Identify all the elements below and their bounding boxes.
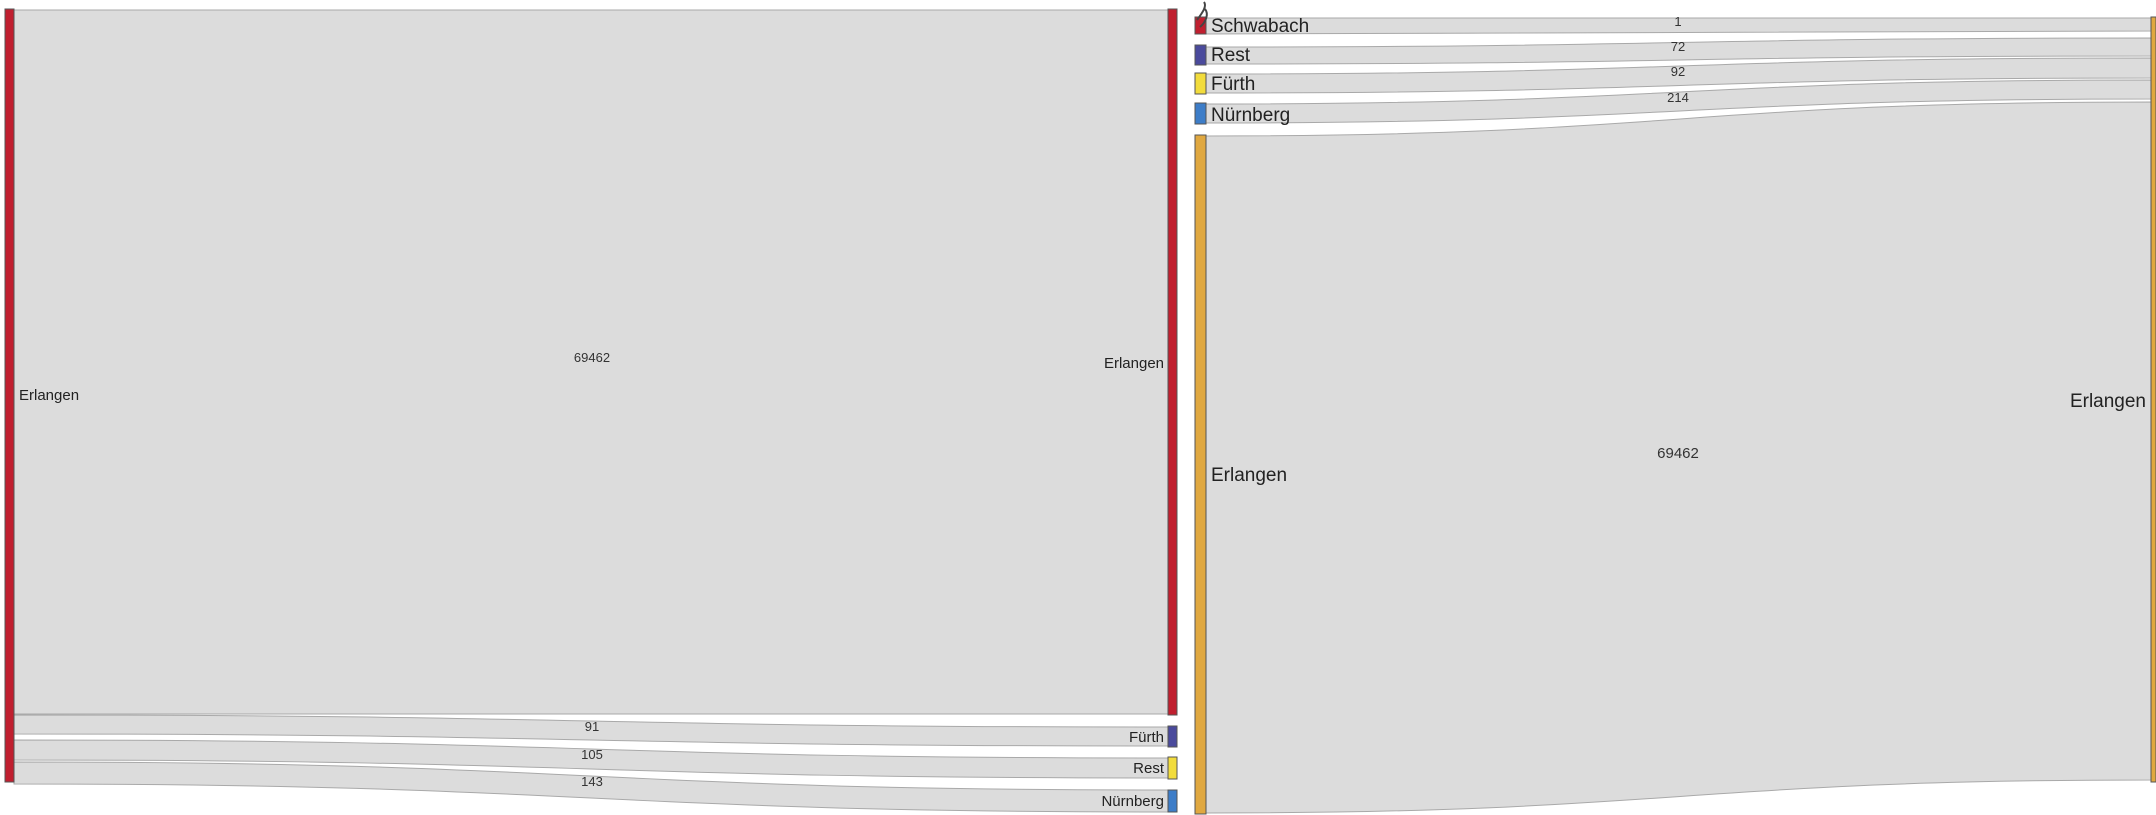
label-erlangen-source-right: Erlangen <box>1211 465 1287 486</box>
value-rest-erlangen: 72 <box>1671 39 1685 54</box>
label-rest-right: Rest <box>1211 45 1251 66</box>
label-rest-left: Rest <box>1133 760 1165 777</box>
value-erlangen-erlangen-right: 69462 <box>1657 445 1699 462</box>
label-nuernberg-right: Nürnberg <box>1211 105 1290 126</box>
node-nuernberg-left[interactable] <box>1167 789 1178 813</box>
label-schwabach-right: Schwabach <box>1211 16 1309 37</box>
value-fuerth-erlangen: 92 <box>1671 64 1685 79</box>
label-nuernberg-left: Nürnberg <box>1101 793 1164 810</box>
value-erlangen-erlangen-left: 69462 <box>574 350 610 365</box>
node-nuernberg-right[interactable] <box>1194 102 1207 125</box>
node-erlangen-target-left[interactable] <box>1167 8 1178 716</box>
node-erlangen-target-right[interactable] <box>2150 16 2156 783</box>
value-schwabach-erlangen: 1 <box>1674 14 1681 29</box>
value-erlangen-nuernberg-left: 143 <box>581 774 603 789</box>
node-fuerth-right[interactable] <box>1194 72 1207 95</box>
node-erlangen-source-left[interactable] <box>4 8 15 783</box>
node-rest-left[interactable] <box>1167 756 1178 780</box>
label-erlangen-source-left: Erlangen <box>19 387 79 404</box>
value-erlangen-fuerth-left: 91 <box>585 719 599 734</box>
label-fuerth-left: Fürth <box>1129 729 1164 746</box>
node-rest-right[interactable] <box>1194 44 1207 66</box>
node-erlangen-source-right[interactable] <box>1194 134 1207 815</box>
value-nuernberg-erlangen: 214 <box>1667 90 1689 105</box>
self-loop-icon <box>1196 1 1208 28</box>
label-erlangen-target-right: Erlangen <box>2070 391 2146 412</box>
node-fuerth-left[interactable] <box>1167 725 1178 748</box>
value-erlangen-rest-left: 105 <box>581 747 603 762</box>
label-erlangen-target-left: Erlangen <box>1104 355 1164 372</box>
label-fuerth-right: Fürth <box>1211 74 1255 95</box>
